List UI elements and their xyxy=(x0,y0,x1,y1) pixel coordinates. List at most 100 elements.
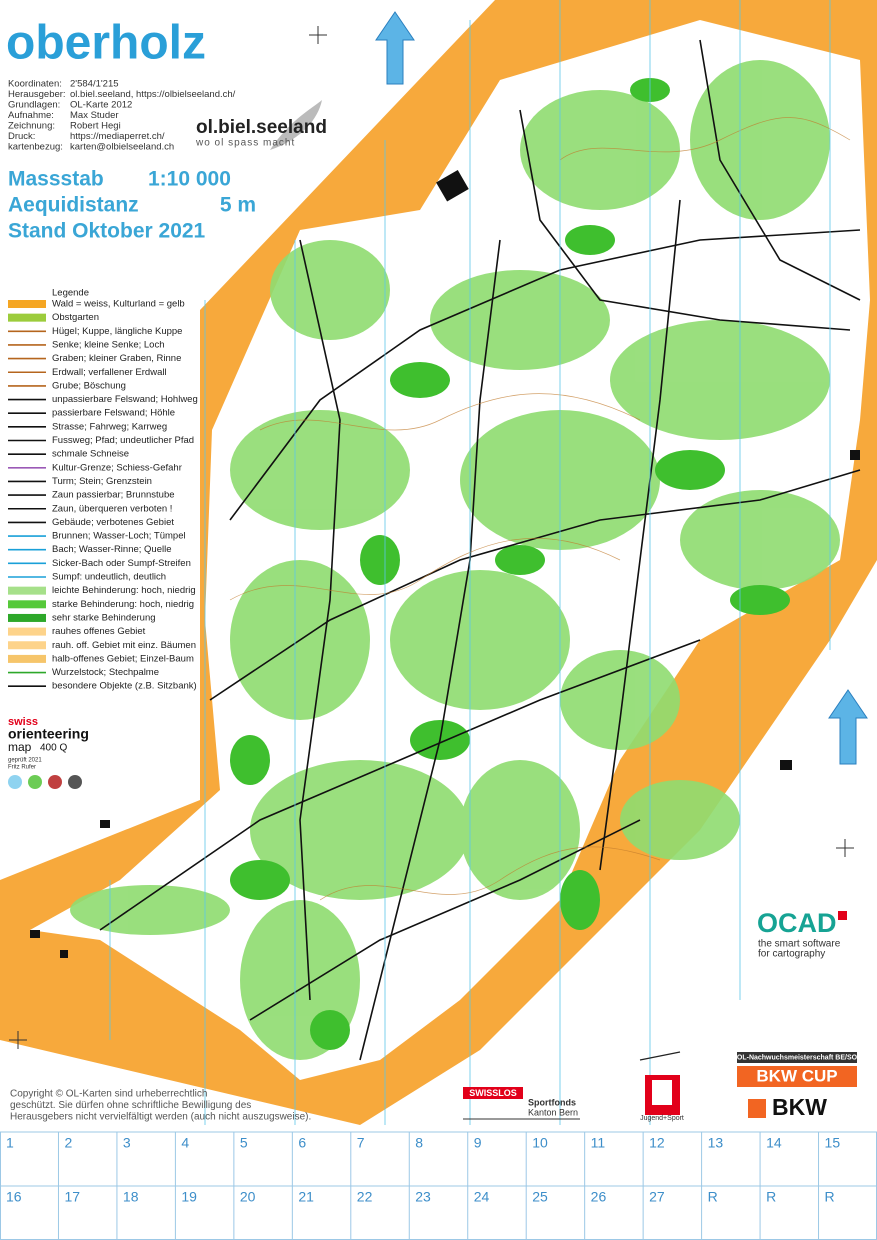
legend-label: leichte Behinderung: hoch, niedrig xyxy=(52,585,196,596)
control-number: 1 xyxy=(6,1135,14,1151)
legend-label: Grube; Böschung xyxy=(52,380,126,391)
bkw-series: OL-Nachwuchsmeisterschaft BE/SO xyxy=(737,1054,858,1061)
legend-label: Fussweg; Pfad; undeutlicher Pfad xyxy=(52,435,194,446)
legend-label: Erdwall; verfallener Erdwall xyxy=(52,367,167,378)
control-number: 20 xyxy=(240,1189,256,1205)
control-number: 24 xyxy=(474,1189,490,1205)
legend-label: Sumpf: undeutlich, deutlich xyxy=(52,572,166,583)
legend-label: rauhes offenes Gebiet xyxy=(52,626,146,637)
meta-label: Zeichnung: xyxy=(8,121,55,132)
meta-label: Grundlagen: xyxy=(8,100,60,111)
legend-label: Turm; Stein; Grenzstein xyxy=(52,476,152,487)
legend-label: Kultur-Grenze; Schiess-Gefahr xyxy=(52,462,182,473)
copyright-line: Copyright © OL-Karten sind urheberrechtl… xyxy=(10,1089,207,1100)
legend-label: Graben; kleiner Graben, Rinne xyxy=(52,353,181,364)
ocad-name: OCAD xyxy=(757,908,837,938)
legend-symbol xyxy=(8,613,46,622)
club-name: ol.biel.seeland xyxy=(196,117,327,138)
so-swiss: swiss xyxy=(8,716,38,728)
legend-label: rauh. off. Gebiet mit einz. Bäumen xyxy=(52,640,196,651)
contours xyxy=(229,117,851,901)
ocad-tagline: for cartography xyxy=(758,949,825,960)
control-number: 6 xyxy=(298,1135,306,1151)
bkw-cup: BKW CUP xyxy=(756,1066,837,1085)
legend: Wald = weiss, Kulturland = gelb Obstgarte… xyxy=(8,299,198,692)
swiss-orienteering-logo: swiss orienteering map 400 Q geprüft 202… xyxy=(8,716,89,789)
control-number: 22 xyxy=(357,1189,373,1205)
control-number: 8 xyxy=(415,1135,423,1151)
legend-label: starke Behinderung: hoch, niedrig xyxy=(52,599,194,610)
bkw: BKW xyxy=(772,1094,827,1120)
control-number: 5 xyxy=(240,1135,248,1151)
control-number: 25 xyxy=(532,1189,548,1205)
legend-label: Strasse; Fahrweg; Karrweg xyxy=(52,421,167,432)
so-code: 400 Q xyxy=(40,743,67,754)
legend-label: Zaun, überqueren verboten ! xyxy=(52,503,172,514)
scale-value: 1:10 000 xyxy=(148,168,231,191)
control-number: R xyxy=(825,1189,835,1205)
control-number: 16 xyxy=(6,1189,22,1205)
north-arrow xyxy=(375,11,868,765)
so-checker: Fritz Rufer xyxy=(8,765,36,771)
legend-label: Sicker-Bach oder Sumpf-Streifen xyxy=(52,558,191,569)
legend-label: Hügel; Kuppe, längliche Kuppe xyxy=(52,326,182,337)
control-number: 9 xyxy=(474,1135,482,1151)
copyright-line: Herausgebers nicht vervielfältigt werden… xyxy=(10,1112,311,1123)
legend-symbol xyxy=(8,600,46,609)
control-number: 7 xyxy=(357,1135,365,1151)
control-number: 17 xyxy=(64,1189,80,1205)
map-date: Stand Oktober 2021 xyxy=(8,220,206,243)
legend-symbol xyxy=(8,654,46,663)
meta-label: Koordinaten: xyxy=(8,79,62,90)
legend-label: Senke; kleine Senke; Loch xyxy=(52,339,165,350)
legend-label: besondere Objekte (z.B. Sitzbank) xyxy=(52,681,197,692)
legend-label: unpassierbare Felswand; Hohlweg xyxy=(52,394,198,405)
control-number: 14 xyxy=(766,1135,782,1151)
control-number: 18 xyxy=(123,1189,139,1205)
control-number: R xyxy=(708,1189,718,1205)
control-number: 13 xyxy=(708,1135,724,1151)
legend-label: passierbare Felswand; Höhle xyxy=(52,408,175,419)
meta-label: Herausgeber: xyxy=(8,89,66,100)
registration-crosses xyxy=(9,26,854,1049)
control-number: 4 xyxy=(181,1135,189,1151)
legend-label: Wald = weiss, Kulturland = gelb xyxy=(52,299,185,310)
sponsors: SWISSLOS Sportfonds Kanton Bern Jugend+S… xyxy=(463,1051,858,1122)
meta-value: OL-Karte 2012 xyxy=(70,100,132,111)
map-title: oberholz xyxy=(6,17,206,70)
control-number: 26 xyxy=(591,1189,607,1205)
jugend-sport: Jugend+Sport xyxy=(640,1115,684,1122)
meta-value: Max Studer xyxy=(70,110,119,121)
meta-label: kartenbezug: xyxy=(8,142,63,153)
swisslos: SWISSLOS xyxy=(469,1088,517,1098)
meta-label: Druck: xyxy=(8,131,35,142)
metadata: Koordinaten: 2'584/1'215 Herausgeber: ol.bi… xyxy=(8,79,236,153)
legend-label: Wurzelstock; Stechpalme xyxy=(52,667,159,678)
club-logo: ol.biel.seeland wo ol spass macht xyxy=(195,100,327,150)
legend-label: Gebäude; verbotenes Gebiet xyxy=(52,517,174,528)
copyright: Copyright © OL-Karten sind urheberrechtl… xyxy=(10,1089,311,1123)
control-number: 19 xyxy=(181,1189,197,1205)
legend-symbol xyxy=(8,313,46,322)
legend-box xyxy=(4,286,200,694)
sportfonds: Kanton Bern xyxy=(528,1107,578,1117)
legend-label: sehr starke Behinderung xyxy=(52,612,156,623)
meta-value: ol.biel.seeland, https://olbielseeland.c… xyxy=(70,89,236,100)
sportfonds: Sportfonds xyxy=(528,1097,576,1107)
buildings xyxy=(30,169,860,958)
contour-value: 5 m xyxy=(220,194,256,217)
forest xyxy=(30,20,870,1080)
control-number: 2 xyxy=(64,1135,72,1151)
meta-value: karten@olbielseeland.ch xyxy=(70,142,174,153)
legend-label: halb-offenes Gebiet; Einzel-Baum xyxy=(52,653,194,664)
ocad-logo: OCAD the smart software for cartography xyxy=(757,908,847,960)
legend-label: Obstgarten xyxy=(52,312,99,323)
legend-label: schmale Schneise xyxy=(52,449,129,460)
so-orienteering: orienteering xyxy=(8,726,89,742)
legend-symbol xyxy=(8,586,46,595)
legend-label: Brunnen; Wasser-Loch; Tümpel xyxy=(52,531,186,542)
meta-value: Robert Hegi xyxy=(70,121,121,132)
meta-label: Aufnahme: xyxy=(8,110,54,121)
